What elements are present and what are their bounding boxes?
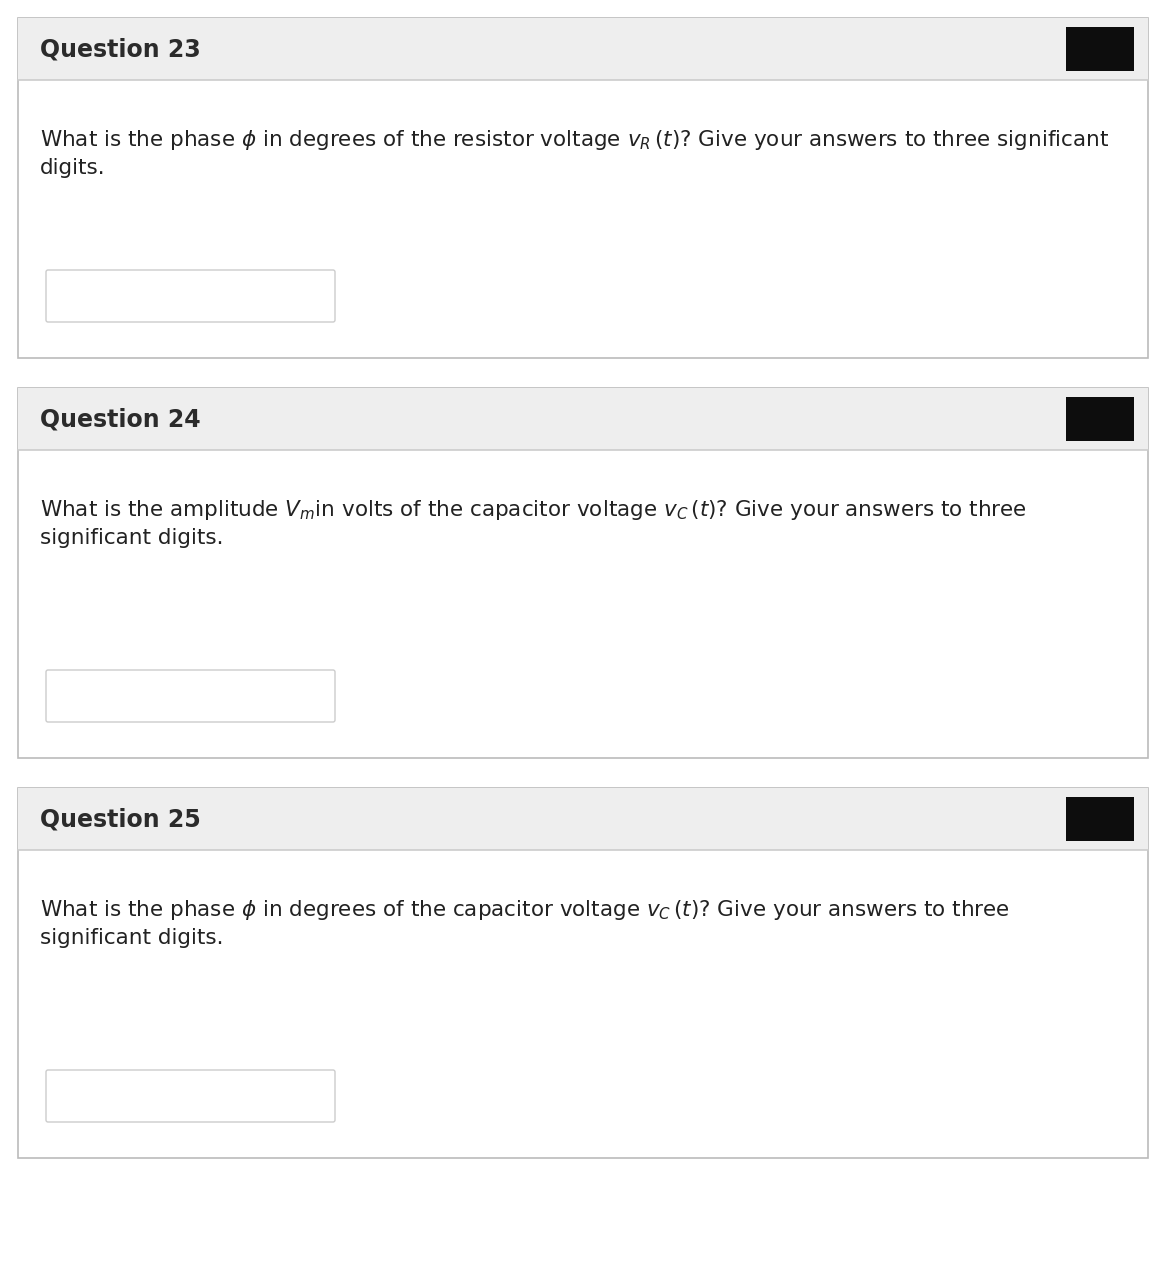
FancyBboxPatch shape	[17, 18, 1149, 357]
Text: significant digits.: significant digits.	[40, 929, 224, 948]
Text: What is the amplitude $V_m$in volts of the capacitor voltage $v_C\,(t)$? Give yo: What is the amplitude $V_m$in volts of t…	[40, 499, 1027, 522]
FancyBboxPatch shape	[1066, 397, 1135, 441]
FancyBboxPatch shape	[45, 270, 335, 322]
FancyBboxPatch shape	[17, 787, 1149, 1158]
FancyBboxPatch shape	[45, 1070, 335, 1122]
FancyBboxPatch shape	[1066, 798, 1135, 841]
Text: What is the phase $\phi$ in degrees of the resistor voltage $v_R\,(t)$? Give you: What is the phase $\phi$ in degrees of t…	[40, 128, 1109, 151]
Text: What is the phase $\phi$ in degrees of the capacitor voltage $v_C\,(t)$? Give yo: What is the phase $\phi$ in degrees of t…	[40, 898, 1010, 922]
Text: Question 24: Question 24	[40, 407, 201, 431]
Text: digits.: digits.	[40, 158, 106, 178]
Text: significant digits.: significant digits.	[40, 528, 224, 548]
FancyBboxPatch shape	[17, 787, 1149, 850]
FancyBboxPatch shape	[17, 388, 1149, 758]
FancyBboxPatch shape	[1066, 27, 1135, 71]
Text: Question 23: Question 23	[40, 37, 201, 61]
Text: Question 25: Question 25	[40, 806, 201, 831]
FancyBboxPatch shape	[17, 18, 1149, 80]
FancyBboxPatch shape	[17, 388, 1149, 450]
FancyBboxPatch shape	[45, 670, 335, 722]
